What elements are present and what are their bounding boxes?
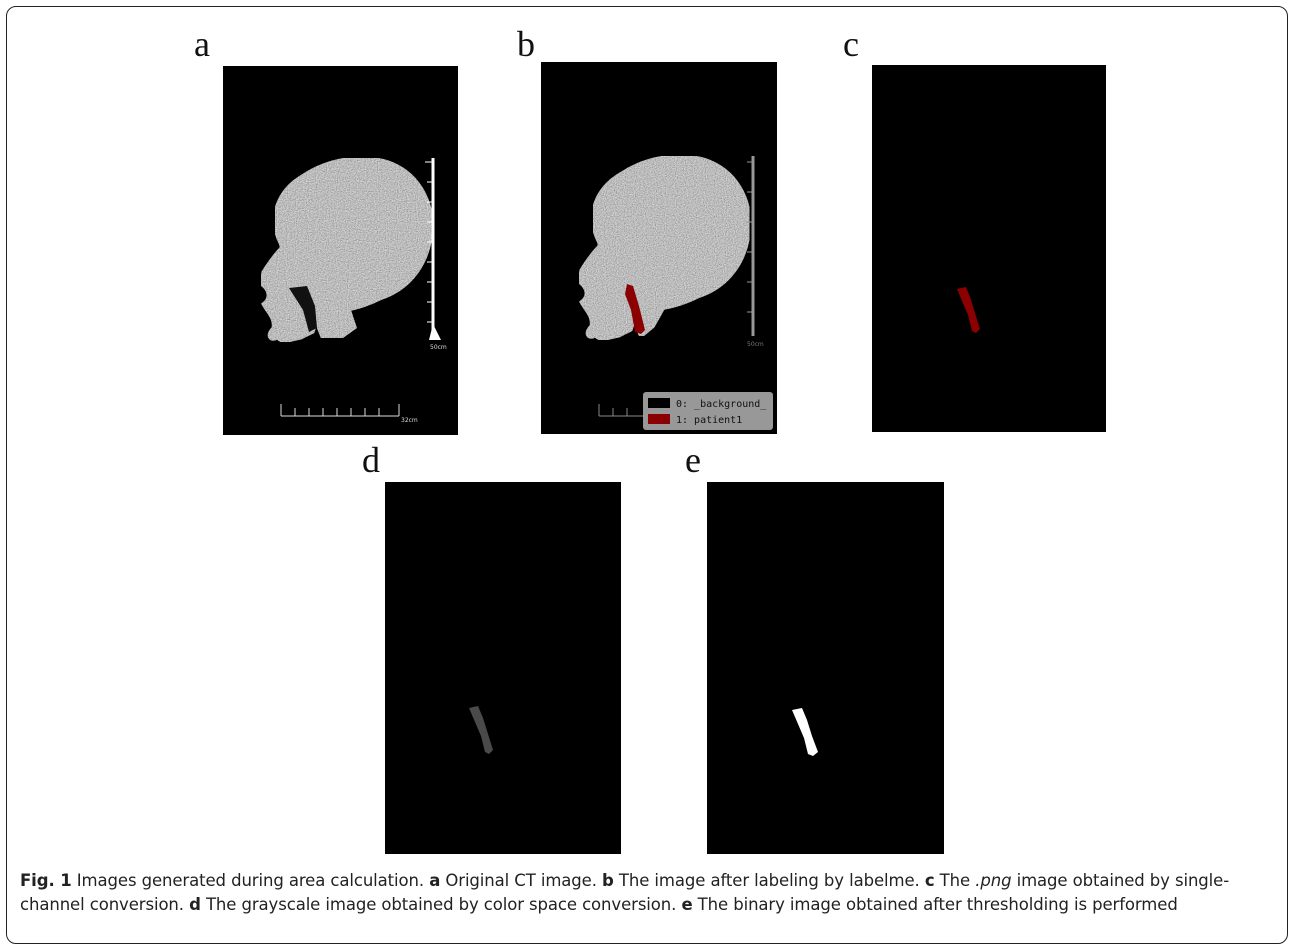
horizontal-scale-label: 32cm	[401, 417, 418, 424]
panel-e-binary-image	[707, 482, 944, 854]
panel-d-grayscale-image	[385, 482, 621, 854]
panel-b-labeled-image: 50cm 0: _background_ 1: patient1	[541, 62, 777, 434]
horizontal-ruler-dim	[598, 404, 645, 417]
legend-item-patient: 1: patient1	[676, 415, 742, 426]
legend-item-background: 0: _background_	[676, 399, 767, 410]
panel-label-c: c	[843, 24, 859, 64]
legend-swatch-patient	[648, 414, 670, 424]
horizontal-ruler	[280, 404, 400, 417]
legend-swatch-background	[648, 398, 670, 408]
panel-a-ct-image: 50cm 32cm	[223, 66, 458, 435]
vertical-scale-label: 50cm	[430, 344, 447, 351]
panel-c-png-mask	[872, 65, 1106, 432]
segmented-region-red	[625, 284, 645, 334]
caption-fig-number: Fig. 1	[20, 871, 72, 890]
figure-caption: Fig. 1 Images generated during area calc…	[20, 871, 1230, 914]
mask-region-gray	[469, 706, 493, 754]
vertical-ruler	[425, 158, 441, 340]
vertical-ruler-dim	[747, 156, 755, 336]
panel-label-b: b	[517, 24, 535, 64]
panel-label-a: a	[194, 24, 210, 64]
vertical-scale-label-b: 50cm	[747, 341, 764, 348]
panel-label-e: e	[685, 440, 701, 480]
face-shape	[259, 243, 321, 344]
airway-shape	[289, 286, 317, 332]
mask-region-red	[957, 287, 980, 333]
mask-region-white	[792, 708, 818, 756]
neck-shape	[323, 298, 357, 338]
label-legend: 0: _background_ 1: patient1	[643, 392, 773, 430]
figure-frame	[6, 6, 1288, 944]
panel-label-d: d	[362, 440, 380, 480]
